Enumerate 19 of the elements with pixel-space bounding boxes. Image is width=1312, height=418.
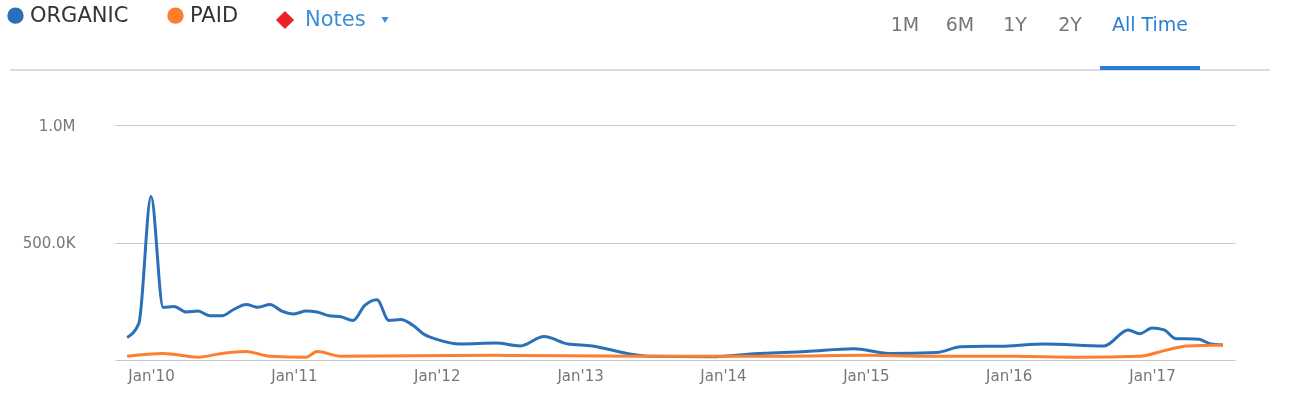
text: Notes xyxy=(305,7,366,31)
x-tick-label: Jan'15 xyxy=(842,366,890,385)
y-tick-label: 500.0K xyxy=(22,234,77,252)
line-series xyxy=(125,343,1225,359)
text: 1Y xyxy=(1003,13,1028,35)
y-tick-label: 1.0M xyxy=(38,116,76,135)
x-tick-label: Jan'16 xyxy=(985,366,1033,385)
x-tick-label: Jan'14 xyxy=(699,366,747,385)
text: All Time xyxy=(1111,13,1189,35)
x-tick-label: Jan'11 xyxy=(270,366,318,385)
legend-label: PAID xyxy=(190,2,239,27)
x-tick-label: Jan'13 xyxy=(556,366,604,385)
legend-label: ORGANIC xyxy=(30,2,129,27)
text: 6M xyxy=(945,13,975,35)
x-tick-label: Jan'12 xyxy=(413,366,461,385)
text: 2Y xyxy=(1058,13,1083,35)
x-tick-label: Jan'10 xyxy=(127,366,175,385)
x-tick-label: Jan'17 xyxy=(1128,366,1176,385)
text: 1M xyxy=(890,13,920,35)
